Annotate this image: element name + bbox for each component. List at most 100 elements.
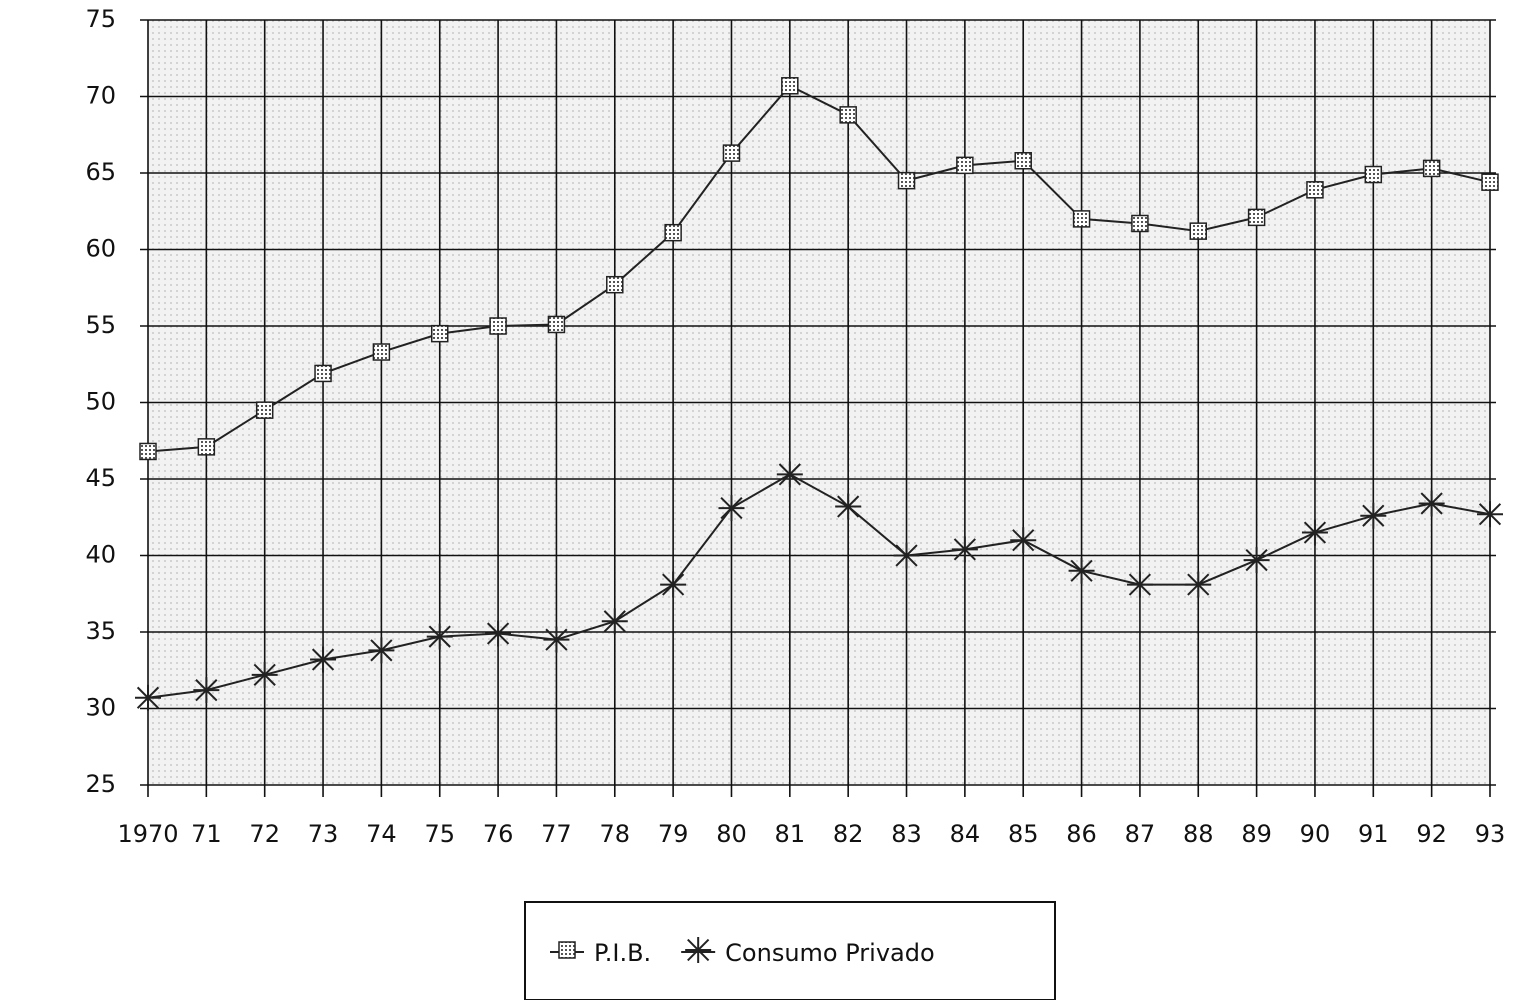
marker (956, 156, 974, 175)
marker (685, 937, 712, 963)
marker (139, 442, 157, 461)
x-tick-label: 76 (483, 820, 514, 848)
legend-label: P.I.B. (594, 939, 651, 967)
marker (1306, 181, 1324, 199)
marker (1301, 519, 1328, 546)
marker-stroke (486, 622, 510, 645)
x-tick-label: 73 (308, 820, 339, 848)
x-tick-label: 79 (658, 820, 689, 848)
series-line (147, 473, 1491, 699)
x-tick-label: 92 (1416, 820, 1447, 848)
marker (251, 661, 278, 688)
marker (1360, 502, 1387, 529)
marker (718, 495, 745, 522)
marker-stroke (1245, 548, 1268, 572)
x-tick-label: 86 (1066, 820, 1097, 848)
x-tick-label: 83 (891, 820, 922, 848)
marker-stroke (1478, 503, 1502, 526)
marker (1185, 571, 1212, 598)
marker-stroke (603, 610, 626, 633)
marker-stroke (953, 538, 976, 561)
x-tick-label: 85 (1008, 820, 1039, 848)
marker-stroke (195, 679, 218, 702)
marker (660, 571, 687, 598)
marker-stroke (1012, 529, 1035, 552)
series-line (147, 84, 1491, 453)
marker-stroke (253, 663, 276, 686)
y-tick-label: 70 (85, 82, 116, 110)
legend: P.I.B. Consumo Privado (524, 901, 1056, 1000)
marker (1247, 208, 1266, 227)
x-tick-label: 93 (1475, 820, 1506, 848)
x-tick-label: 80 (716, 820, 747, 848)
marker (893, 542, 920, 569)
marker (1068, 557, 1095, 584)
marker-stroke (778, 463, 801, 486)
y-tick-label: 30 (85, 694, 116, 722)
marker (1131, 214, 1149, 233)
y-tick-label: 75 (85, 5, 116, 33)
marker (601, 608, 628, 635)
marker-stroke (687, 938, 710, 962)
y-tick-label: 65 (85, 158, 116, 186)
marker (897, 171, 916, 190)
y-tick-label: 55 (85, 311, 116, 339)
x-tick-label: 88 (1183, 820, 1214, 848)
marker (547, 315, 566, 334)
y-tick-label: 60 (85, 235, 116, 263)
x-tick-label: 89 (1241, 820, 1272, 848)
marker-stroke (837, 495, 860, 518)
marker (193, 677, 220, 704)
x-tick-label: 84 (950, 820, 981, 848)
marker (372, 343, 391, 361)
x-tick-label: 87 (1125, 820, 1156, 848)
marker (1072, 210, 1091, 228)
marker-stroke (895, 544, 918, 567)
marker (776, 461, 803, 488)
marker-stroke (311, 648, 335, 671)
marker (368, 637, 395, 664)
marker (1418, 490, 1445, 517)
marker (606, 275, 624, 294)
marker (430, 324, 449, 343)
x-tick-label: 81 (775, 820, 806, 848)
x-tick-label: 72 (249, 820, 280, 848)
marker-stroke (370, 639, 393, 662)
marker (1364, 165, 1383, 184)
marker (558, 941, 576, 959)
marker-stroke (1362, 504, 1385, 527)
x-tick-label: 74 (366, 820, 397, 848)
marker-stroke (720, 496, 743, 520)
x-tick-label: 78 (600, 820, 631, 848)
x-tick-label: 90 (1300, 820, 1331, 848)
marker (255, 401, 274, 419)
marker (1243, 547, 1270, 574)
marker (722, 144, 741, 162)
marker (426, 623, 453, 650)
marker-stroke (1187, 573, 1210, 596)
marker (485, 620, 512, 647)
marker-stroke (1070, 559, 1093, 582)
marker-stroke (136, 686, 160, 709)
marker (951, 536, 978, 563)
marker-stroke (1128, 573, 1152, 596)
marker (664, 223, 682, 242)
marker (314, 364, 332, 383)
marker (1422, 159, 1441, 178)
marker-stroke (545, 628, 568, 651)
marker-stroke (1303, 521, 1327, 544)
marker (489, 317, 507, 335)
marker-stroke (662, 573, 685, 596)
x-tick-label: 77 (541, 820, 572, 848)
marker-stroke (428, 625, 451, 648)
legend-label: Consumo Privado (725, 939, 934, 967)
x-tick-label: 82 (833, 820, 864, 848)
marker (781, 77, 799, 95)
marker (1477, 501, 1503, 528)
y-tick-label: 50 (85, 388, 116, 416)
marker (135, 684, 161, 711)
y-tick-label: 25 (85, 770, 116, 798)
marker (1126, 571, 1153, 598)
